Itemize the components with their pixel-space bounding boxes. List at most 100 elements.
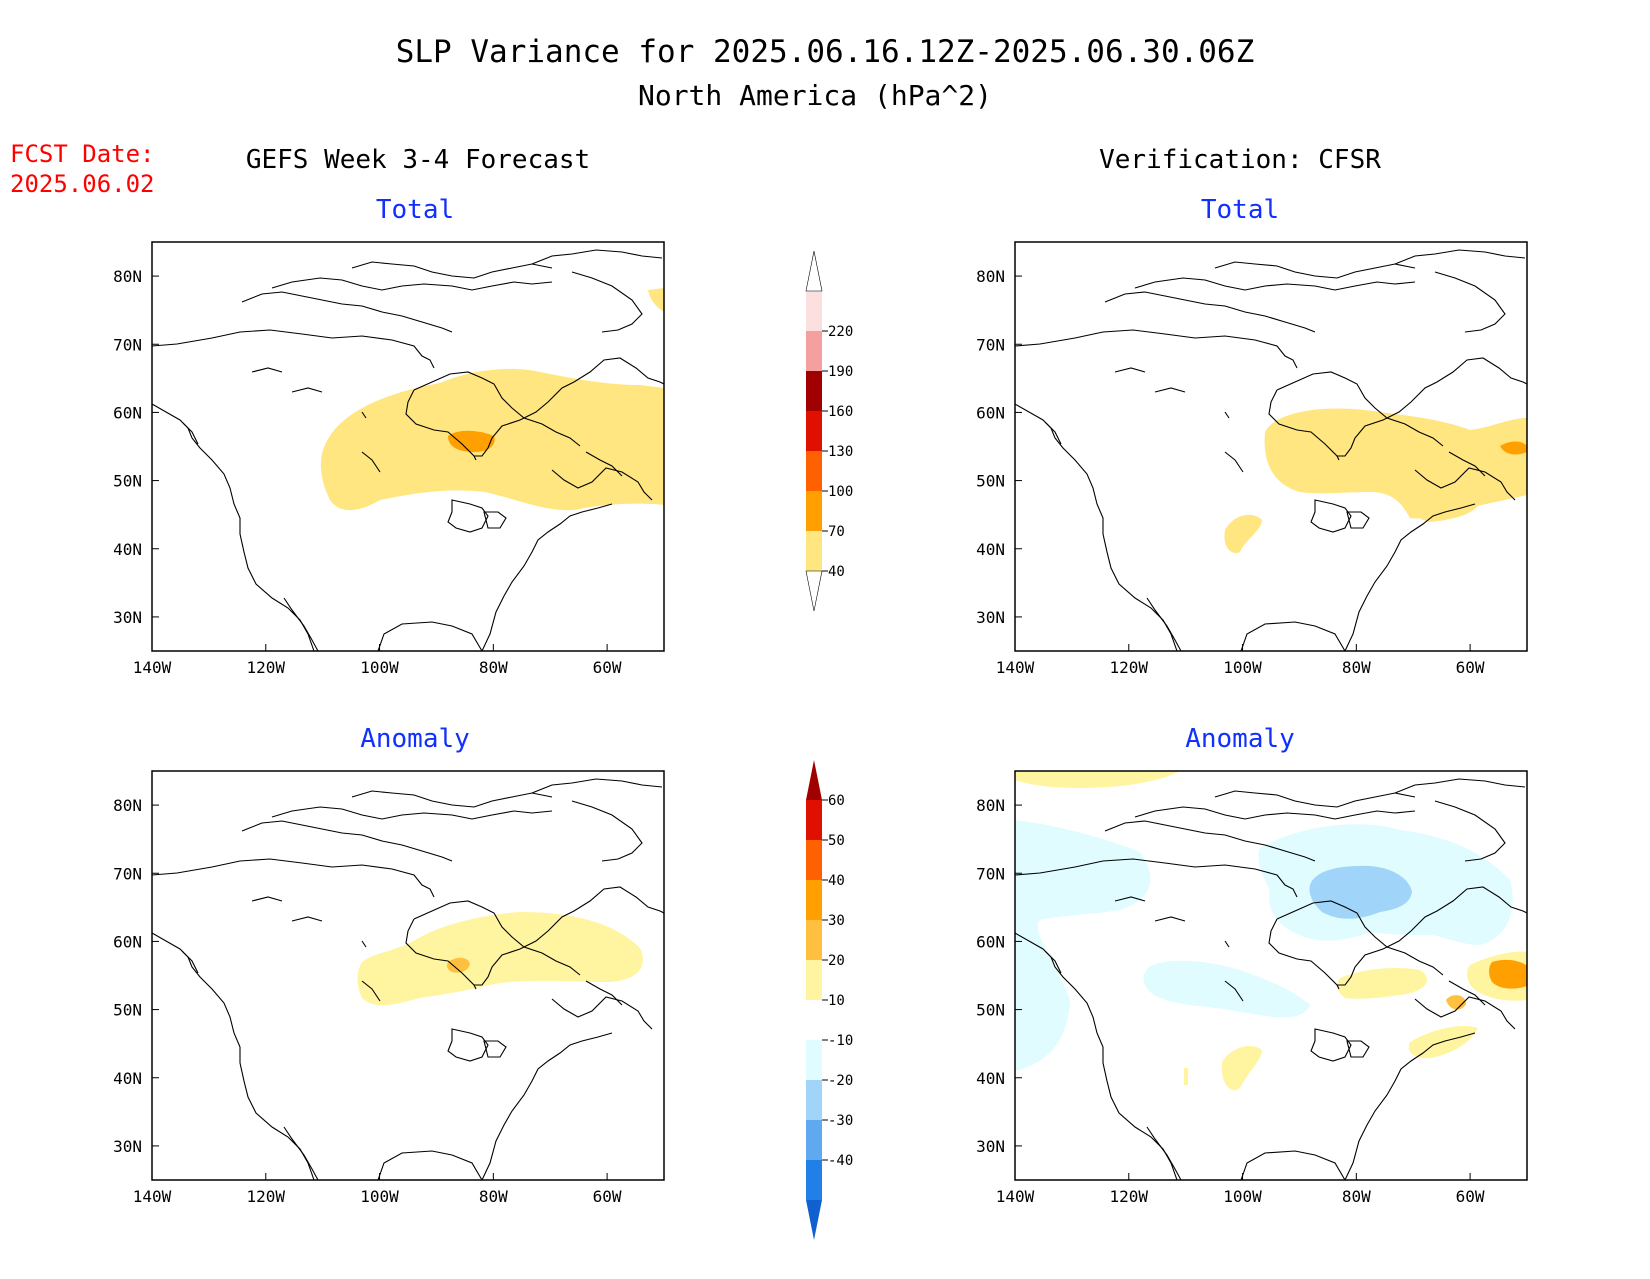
colorbar-anomaly: 60 50 40 30 20 10 -10 -20 -30 -40 xyxy=(806,760,853,1240)
lat-tick-label: 50N xyxy=(976,1001,1005,1020)
shade-neg10-neg20-mid xyxy=(1143,960,1310,1018)
lon-tick-label: 60W xyxy=(1456,658,1485,677)
lon-tick-label: 100W xyxy=(1223,658,1262,677)
coastline xyxy=(1276,900,1444,976)
colorbar-level-label: 100 xyxy=(828,484,853,500)
coastline xyxy=(1146,597,1182,651)
coastline xyxy=(1015,329,1298,369)
coastline xyxy=(1015,932,1178,1180)
lat-tick-label: 50N xyxy=(976,472,1005,491)
shade-70-100 xyxy=(1500,441,1527,455)
lon-tick-label: 120W xyxy=(247,1187,286,1206)
coastline xyxy=(413,900,581,976)
coastline xyxy=(447,1028,489,1062)
coastline xyxy=(1044,950,1062,974)
colorbar-segment xyxy=(806,1080,822,1120)
colorbar-segment xyxy=(806,1000,822,1040)
shade-10-20-north xyxy=(1015,771,1180,788)
coastline xyxy=(1214,790,1416,808)
coastline xyxy=(1310,499,1352,533)
colorbar-total: 40 70 100 130 160 190 220 xyxy=(805,250,853,612)
shading-verif-total xyxy=(1224,408,1527,554)
shade-40-70 xyxy=(1264,408,1527,519)
coastline xyxy=(405,389,477,461)
axes-verif-anomaly: 80N 70N 60N 50N 40N 30N 140W 120W 100W 80W 60W xyxy=(976,796,1485,1206)
coastline xyxy=(1337,886,1527,986)
lon-tick-label: 80W xyxy=(479,658,508,677)
lat-tick-label: 50N xyxy=(113,472,142,491)
coastline xyxy=(251,367,283,373)
colorbar-top-triangle xyxy=(806,760,822,800)
shade-40-70-b xyxy=(1224,514,1262,554)
coastline xyxy=(1346,1040,1370,1058)
coastline xyxy=(585,980,623,1006)
colorbar-bottom-triangle xyxy=(805,570,823,612)
lat-tick-label: 40N xyxy=(113,1069,142,1088)
coastline xyxy=(181,950,199,974)
colorbar-segment xyxy=(806,1120,822,1160)
lon-tick-label: 100W xyxy=(360,1187,399,1206)
shade-neg20-neg30 xyxy=(1309,865,1412,919)
lat-tick-label: 30N xyxy=(976,1137,1005,1156)
title-line2: North America (hPa^2) xyxy=(638,79,992,112)
colorbar-segment xyxy=(806,840,822,880)
lat-tick-label: 60N xyxy=(976,403,1005,422)
coastline xyxy=(413,371,581,447)
shade-10-20-e xyxy=(1184,1068,1188,1085)
coastline xyxy=(481,503,613,651)
coastline xyxy=(405,918,477,990)
coastline xyxy=(551,996,653,1030)
lat-tick-label: 80N xyxy=(976,267,1005,286)
coastline xyxy=(377,1150,483,1180)
colorbar-segment xyxy=(806,291,822,331)
colorbar-level-label: -40 xyxy=(828,1153,853,1169)
coastline xyxy=(152,403,315,651)
coastline xyxy=(1310,1028,1352,1062)
colorbar-level-label: 40 xyxy=(828,873,845,889)
shading-fcst-total xyxy=(320,288,664,511)
coastline xyxy=(152,932,315,1180)
shading-fcst-anomaly xyxy=(357,912,643,1006)
lat-tick-label: 60N xyxy=(113,403,142,422)
coastline xyxy=(1154,916,1186,922)
coastline xyxy=(1394,778,1526,794)
shade-neg10-neg20-west xyxy=(1015,820,1151,1070)
panel-subtitle-fcst-total: Total xyxy=(376,195,454,225)
coastline xyxy=(1104,820,1316,862)
colorbar-segment xyxy=(806,371,822,411)
lon-tick-label: 80W xyxy=(1342,658,1371,677)
colorbar-level-label: -20 xyxy=(828,1073,853,1089)
colorbar-segment xyxy=(806,531,822,571)
colorbar-segment xyxy=(806,411,822,451)
shade-20-30 xyxy=(1446,995,1466,1010)
coastline xyxy=(1015,858,1298,898)
coastline xyxy=(571,800,643,862)
map-frame-verif-anomaly xyxy=(1014,770,1528,1181)
coastline xyxy=(1394,249,1526,265)
coastline xyxy=(1134,806,1416,820)
lon-tick-label: 140W xyxy=(133,1187,172,1206)
map-panel-verif-anomaly: 80N 70N 60N 50N 40N 30N 140W 120W 100W 80W 60W xyxy=(976,770,1528,1206)
map-frame-verif-total xyxy=(1014,241,1528,652)
lon-tick-label: 100W xyxy=(360,658,399,677)
map-frame-fcst-total xyxy=(151,241,665,652)
coastline xyxy=(361,980,381,1002)
lat-tick-label: 30N xyxy=(976,608,1005,627)
lon-tick-label: 60W xyxy=(593,1187,622,1206)
colorbar-level-label: 220 xyxy=(828,324,853,340)
colorbar-level-label: 130 xyxy=(828,444,853,460)
shade-30-40 xyxy=(1489,959,1527,989)
shading-verif-anomaly xyxy=(1015,771,1527,1091)
colorbar-segment xyxy=(806,800,822,840)
coastline xyxy=(271,277,553,291)
column-title-right: Verification: CFSR xyxy=(1099,145,1381,175)
coastline xyxy=(1224,451,1244,473)
coastline xyxy=(1214,261,1416,279)
map-panel-verif-total: 80N 70N 60N 50N 40N 30N 140W 120W 100W 80W 60W xyxy=(976,241,1528,677)
lat-tick-label: 70N xyxy=(976,864,1005,883)
coastline xyxy=(474,886,664,986)
lon-tick-label: 120W xyxy=(1110,658,1149,677)
coastline xyxy=(1414,996,1516,1030)
coastline xyxy=(291,387,323,393)
